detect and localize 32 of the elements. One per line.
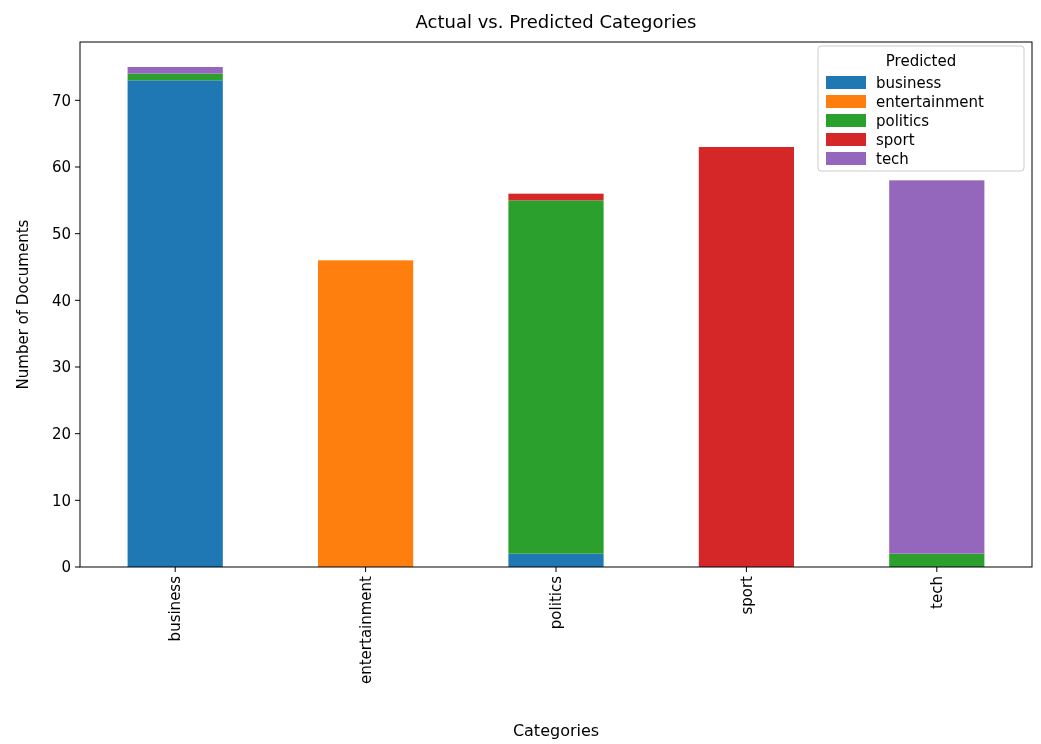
x-tick-label: sport [737, 575, 756, 615]
bar [508, 200, 604, 554]
x-axis-title: Categories [512, 721, 600, 740]
y-tick-label: 10 [51, 491, 71, 510]
bar [127, 80, 223, 567]
bar [889, 180, 985, 554]
y-tick-label: 70 [51, 91, 71, 110]
x-tick-label: entertainment [356, 575, 375, 684]
legend-title: Predicted [885, 52, 957, 70]
legend-label: sport [876, 131, 915, 150]
bar [508, 193, 604, 201]
x-tick-label: politics [547, 575, 566, 630]
bar [508, 553, 604, 567]
bar [318, 260, 414, 567]
y-tick-label: 20 [51, 424, 71, 443]
bar [889, 553, 985, 567]
legend-label: entertainment [876, 93, 985, 112]
y-tick-label: 0 [61, 558, 71, 577]
y-tick-label: 40 [51, 291, 71, 310]
y-tick-label: 30 [51, 358, 71, 377]
x-tick-label: tech [928, 576, 947, 609]
chart-title: Actual vs. Predicted Categories [415, 11, 697, 32]
y-tick-label: 60 [51, 158, 71, 177]
bar [698, 147, 794, 567]
legend-label: business [876, 74, 942, 93]
bar [127, 73, 223, 81]
x-tick-label: business [166, 575, 185, 642]
legend-label: tech [876, 150, 909, 169]
legend-label: politics [876, 112, 930, 131]
bar [127, 67, 223, 74]
y-axis-title: Number of Documents [14, 219, 32, 390]
y-tick-label: 50 [51, 224, 71, 243]
